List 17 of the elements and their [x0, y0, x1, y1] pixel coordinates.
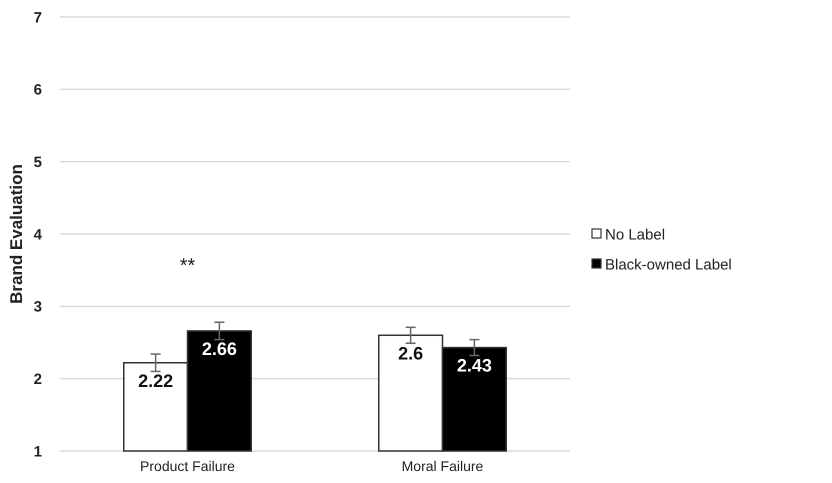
data-label: 2.43 [456, 356, 492, 376]
y-axis-title: Brand Evaluation [7, 164, 26, 304]
y-tick-label: 3 [34, 298, 42, 316]
y-tick-label: 1 [34, 443, 42, 460]
x-tick-label: Moral Failure [402, 458, 484, 474]
y-tick-label: 4 [34, 226, 43, 244]
y-tick-label: 7 [34, 9, 42, 26]
legend-label: No Label [605, 226, 666, 244]
annotation: ** [180, 255, 196, 278]
data-label: 2.6 [398, 343, 424, 364]
y-tick-label: 6 [34, 82, 42, 99]
y-tick-label: 2 [34, 370, 42, 388]
y-tick-label: 5 [34, 154, 42, 171]
data-label: 2.66 [202, 338, 237, 359]
x-tick-label: Product Failure [140, 458, 236, 474]
data-label: 2.22 [138, 370, 174, 391]
legend-label: Black-owned Label [605, 256, 732, 274]
